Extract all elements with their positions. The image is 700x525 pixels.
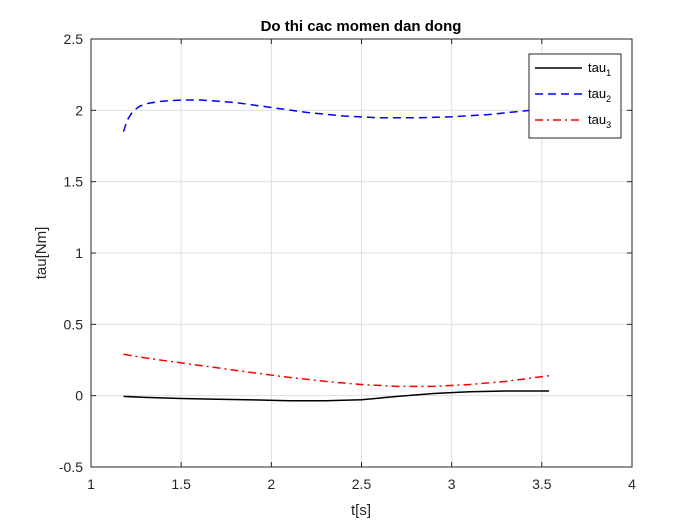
series-line-1 <box>123 390 549 402</box>
x-tick-label: 1 <box>87 476 95 492</box>
x-tick-label: 4 <box>628 476 636 492</box>
x-tick-label: 2 <box>267 476 275 492</box>
series-line-2 <box>122 99 550 132</box>
y-axis-label: tau[Nm] <box>33 227 50 280</box>
y-tick-label: 1.5 <box>64 174 84 190</box>
chart-title: Do thi cac momen dan dong <box>261 18 462 35</box>
tick-labels: 1 1.5 2 2.5 3 3.5 4 -0.5 0 0.5 1 1.5 2 2.5 <box>59 31 636 492</box>
y-tick-label: 2.5 <box>64 31 84 47</box>
y-tick-label: 0.5 <box>64 316 84 332</box>
legend-label-subscript: 3 <box>606 120 611 130</box>
y-tick-label: 1 <box>75 245 83 261</box>
legend-label-subscript: 2 <box>606 94 611 104</box>
x-tick-label: 2.5 <box>352 476 372 492</box>
y-tick-label: 2 <box>75 102 83 118</box>
y-tick-label: -0.5 <box>59 459 83 475</box>
series-line-3 <box>123 353 550 388</box>
y-tick-label: 0 <box>75 388 83 404</box>
legend-label-text: tau <box>588 60 606 75</box>
legend-label-2: tau2 <box>588 86 611 104</box>
legend-label-1: tau1 <box>588 60 611 78</box>
x-tick-label: 3 <box>448 476 456 492</box>
legend-label-subscript: 1 <box>606 68 611 78</box>
legend-label-text: tau <box>588 86 606 101</box>
legend-label-text: tau <box>588 112 606 127</box>
series-layer <box>122 99 550 402</box>
x-tick-label: 1.5 <box>171 476 191 492</box>
legend-label-3: tau3 <box>588 112 611 130</box>
ticks <box>90 38 633 468</box>
x-axis-label: t[s] <box>351 502 371 519</box>
x-tick-label: 3.5 <box>532 476 552 492</box>
